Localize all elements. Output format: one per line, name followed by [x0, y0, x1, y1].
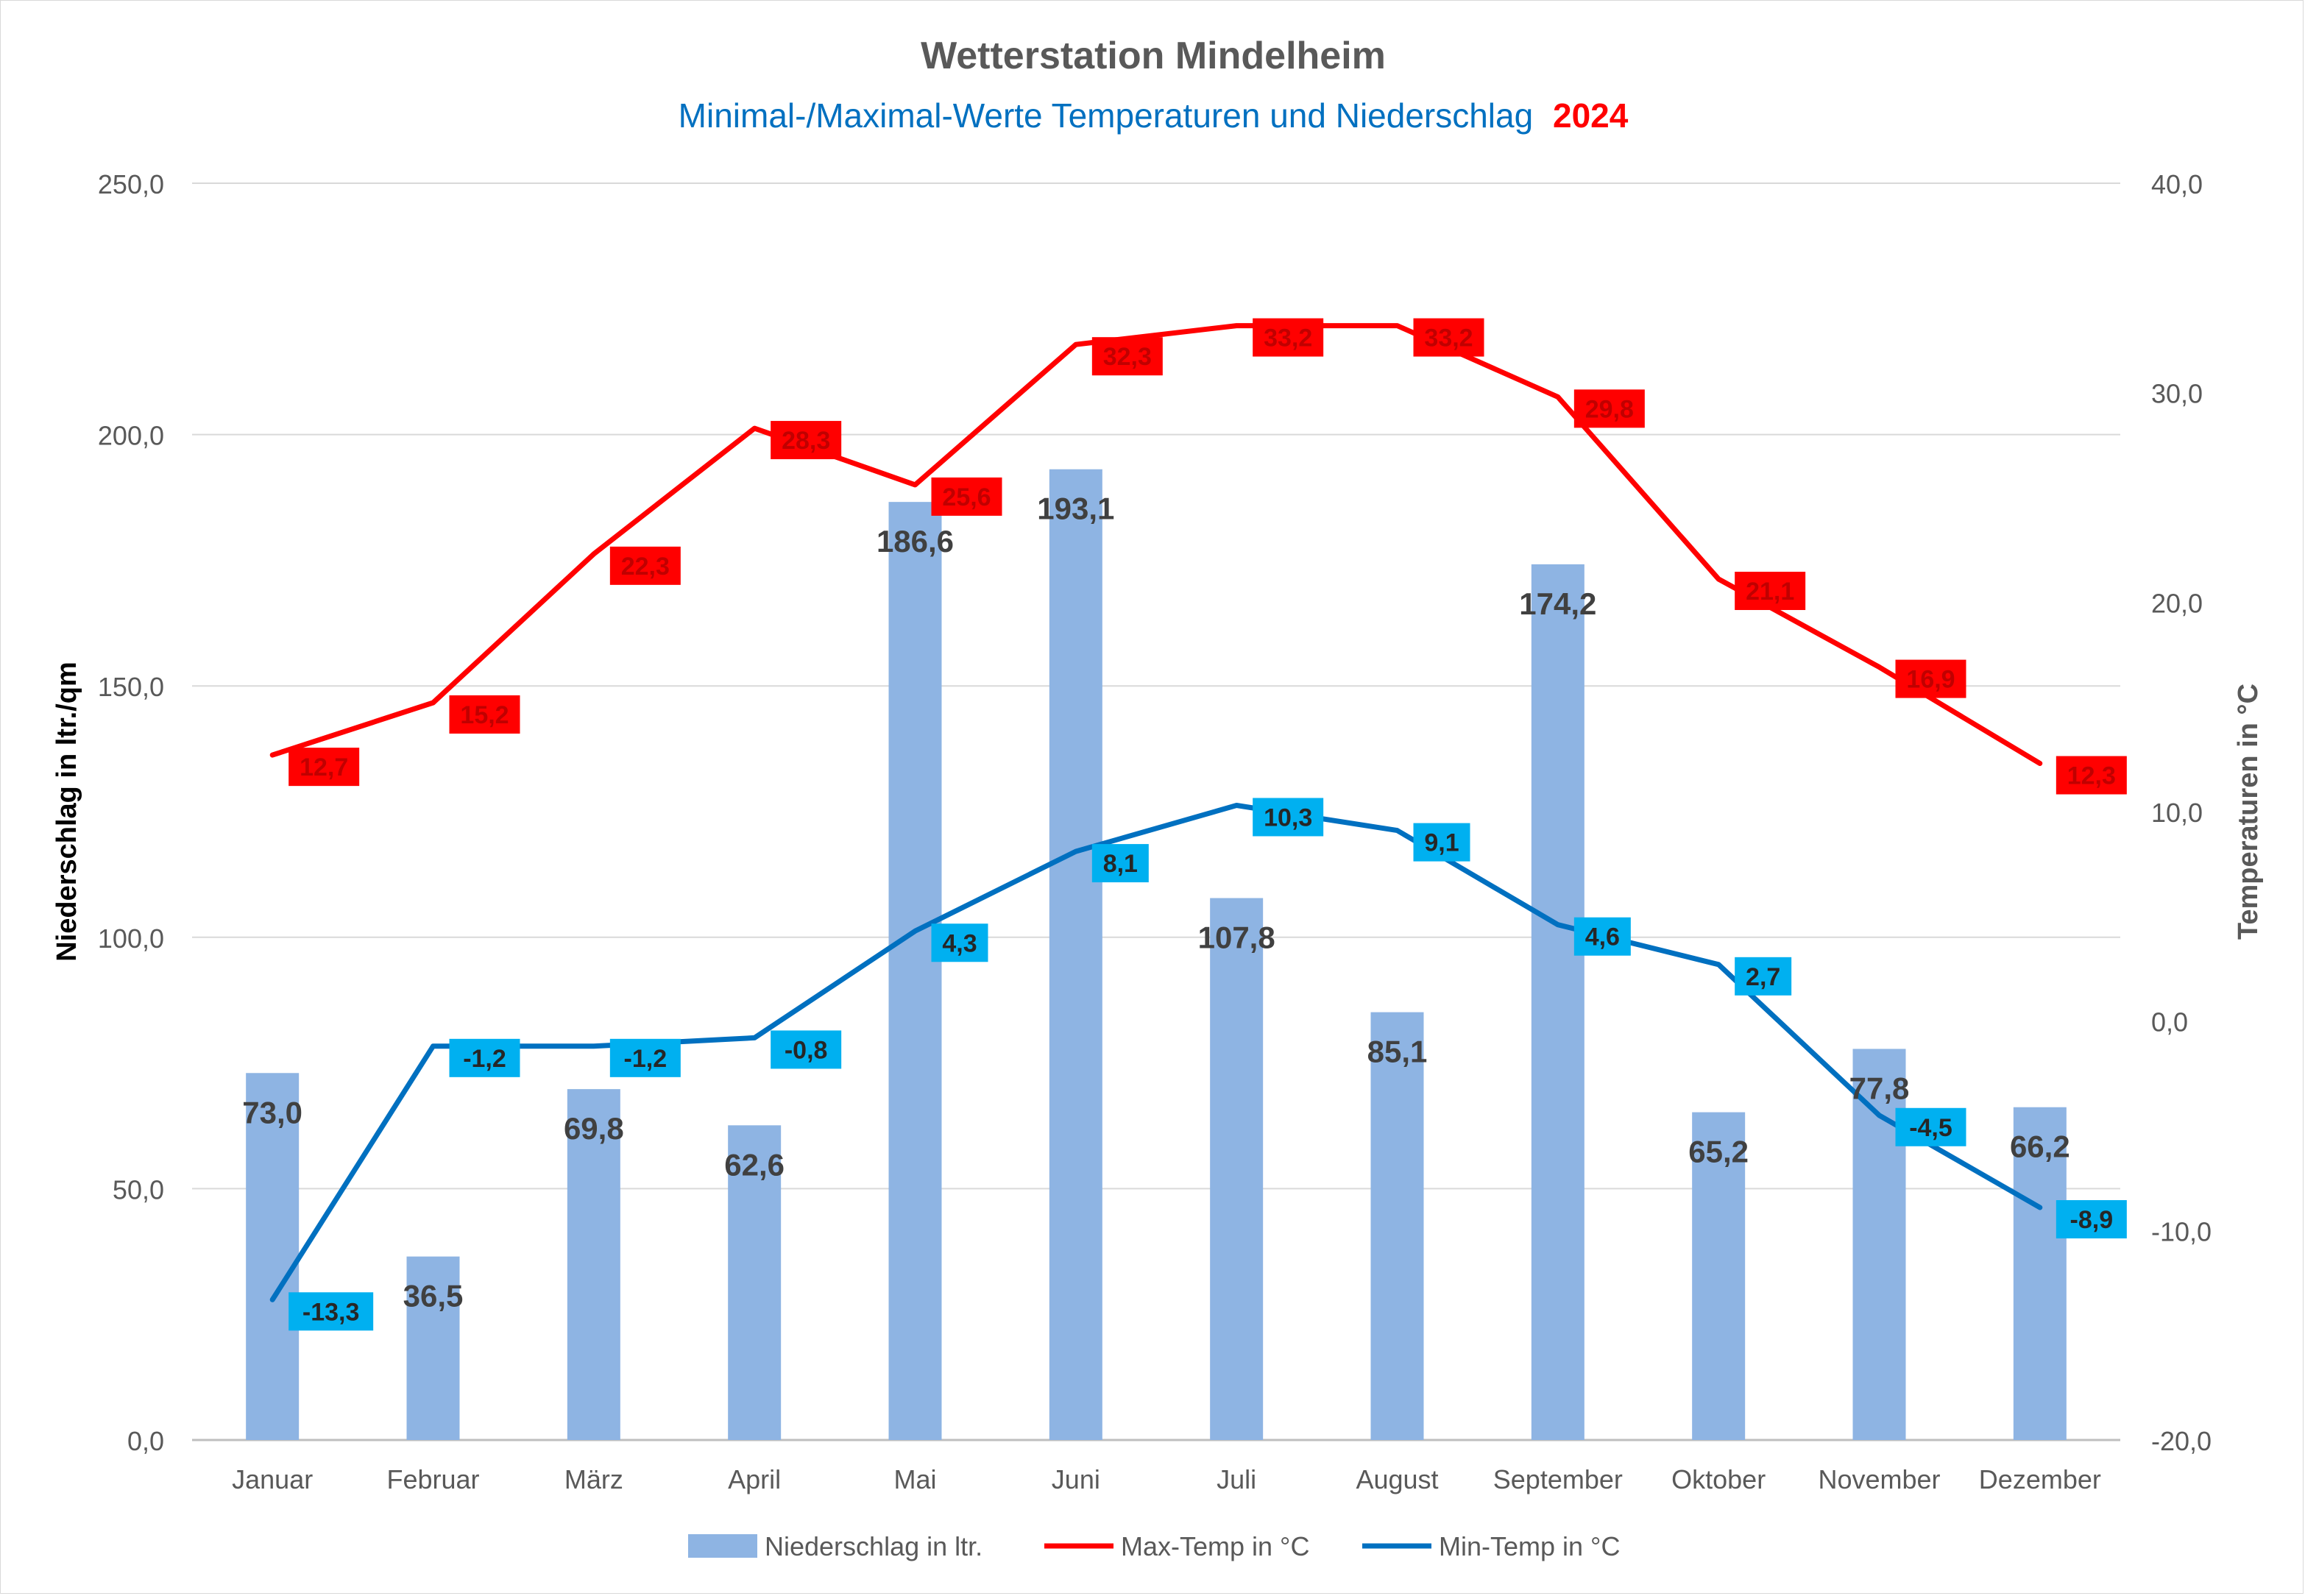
- max-temp-value-label: 28,3: [782, 427, 830, 455]
- max-temp-value-label: 12,7: [300, 753, 348, 781]
- y-left-tick-label: 50,0: [113, 1174, 164, 1205]
- max-temp-value-label: 25,6: [942, 483, 991, 511]
- precip-value-label: 85,1: [1367, 1035, 1428, 1069]
- max-temp-value-label: 16,9: [1906, 666, 1955, 694]
- min-temp-value-label: -1,2: [463, 1045, 506, 1073]
- chart-subtitle-year: 2024: [1553, 96, 1629, 135]
- x-tick-label: November: [1818, 1464, 1940, 1494]
- precip-bar: [1853, 1049, 1906, 1440]
- x-tick-label: Juli: [1217, 1464, 1256, 1494]
- precip-bar: [1049, 469, 1102, 1440]
- data-labels: 73,0 36,5 69,8 62,6 186,6 193,1 107,8 85,1 174,2…: [242, 319, 2127, 1331]
- y-left-tick-label: 200,0: [98, 421, 164, 451]
- precip-value-label: 36,5: [403, 1279, 464, 1313]
- x-tick-label: September: [1493, 1464, 1623, 1494]
- precip-bar: [1532, 564, 1585, 1440]
- bar-series: [246, 469, 2067, 1440]
- y-left-tick-label: 0,0: [127, 1426, 164, 1456]
- precip-value-label: 69,8: [564, 1111, 624, 1146]
- precip-value-label: 107,8: [1198, 921, 1275, 955]
- max-temp-value-label: 12,3: [2067, 762, 2116, 790]
- y-left-tick-label: 250,0: [98, 169, 164, 199]
- min-temp-value-label: 10,3: [1264, 804, 1312, 831]
- precip-value-label: 186,6: [877, 524, 954, 558]
- x-tick-label: Mai: [893, 1464, 936, 1494]
- precip-bar: [889, 502, 942, 1440]
- min-temp-value-label: 8,1: [1103, 850, 1138, 878]
- y-right-tick-label: 30,0: [2151, 379, 2203, 409]
- precip-value-label: 193,1: [1037, 492, 1114, 526]
- y-right-tick-label: -10,0: [2151, 1216, 2212, 1246]
- legend-label: Max-Temp in °C: [1121, 1531, 1309, 1561]
- precip-value-label: 73,0: [242, 1095, 302, 1129]
- y-left-axis-title: Niederschlag in ltr./qm: [52, 662, 82, 962]
- y-right-tick-label: 10,0: [2151, 798, 2203, 828]
- max-temp-value-label: 21,1: [1746, 578, 1794, 606]
- min-temp-value-label: -0,8: [785, 1036, 828, 1064]
- min-temp-value-label: 4,3: [942, 929, 977, 957]
- precip-value-label: 65,2: [1688, 1135, 1749, 1169]
- legend-label: Min-Temp in °C: [1439, 1531, 1620, 1561]
- chart-subtitle: Minimal-/Maximal-Werte Temperaturen und …: [679, 96, 1629, 135]
- y-right-tick-label: -20,0: [2151, 1426, 2212, 1456]
- y-right-tick-label: 20,0: [2151, 588, 2203, 618]
- min-temp-line: [272, 806, 2040, 1300]
- precip-bar: [1210, 898, 1263, 1440]
- precip-bar: [1371, 1012, 1424, 1440]
- x-tick-label: August: [1356, 1464, 1438, 1494]
- min-temp-value-label: 4,6: [1585, 923, 1620, 951]
- x-tick-label: Dezember: [1979, 1464, 2101, 1494]
- precip-value-label: 77,8: [1849, 1071, 1910, 1105]
- min-temp-value-label: -13,3: [302, 1298, 360, 1326]
- max-temp-value-label: 33,2: [1264, 324, 1312, 352]
- min-temp-value-label: -1,2: [624, 1045, 668, 1073]
- precip-value-label: 174,2: [1519, 586, 1596, 621]
- legend-swatch-bar: [688, 1534, 757, 1558]
- max-temp-value-label: 29,8: [1585, 395, 1634, 423]
- y-right-tick-label: 0,0: [2151, 1007, 2188, 1038]
- x-tick-label: Januar: [232, 1464, 313, 1494]
- chart-heading: Wetterstation Mindelheim Minimal-/Maxima…: [679, 35, 1629, 135]
- legend-label: Niederschlag in ltr.: [765, 1531, 982, 1561]
- x-tick-label: März: [564, 1464, 623, 1494]
- min-temp-value-label: 2,7: [1746, 963, 1780, 991]
- min-temp-value-label: -4,5: [1909, 1114, 1952, 1142]
- min-temp-value-label: -8,9: [2070, 1206, 2114, 1234]
- max-temp-value-label: 32,3: [1103, 343, 1152, 371]
- y-left-tick-label: 150,0: [98, 672, 164, 702]
- chart-title: Wetterstation Mindelheim: [921, 35, 1386, 77]
- precip-value-label: 66,2: [2010, 1129, 2070, 1164]
- max-temp-value-label: 22,3: [621, 553, 670, 581]
- x-tick-label: Juni: [1052, 1464, 1100, 1494]
- line-series: [272, 325, 2040, 1299]
- y-left-tick-label: 100,0: [98, 923, 164, 954]
- max-temp-line: [272, 326, 2040, 764]
- y-right-axis-title: Temperaturen in °C: [2233, 684, 2264, 940]
- x-tick-label: April: [728, 1464, 781, 1494]
- x-tick-label: Oktober: [1671, 1464, 1766, 1494]
- y-right-tick-label: 40,0: [2151, 169, 2203, 199]
- min-temp-value-label: 9,1: [1424, 829, 1459, 857]
- chart-subtitle-text: Minimal-/Maximal-Werte Temperaturen und …: [679, 96, 1534, 135]
- precip-value-label: 62,6: [724, 1147, 785, 1182]
- x-tick-label: Februar: [386, 1464, 479, 1494]
- legend: Niederschlag in ltr. Max-Temp in °C Min-Te…: [688, 1531, 1620, 1561]
- max-temp-value-label: 15,2: [460, 701, 509, 729]
- max-temp-value-label: 33,2: [1424, 324, 1473, 352]
